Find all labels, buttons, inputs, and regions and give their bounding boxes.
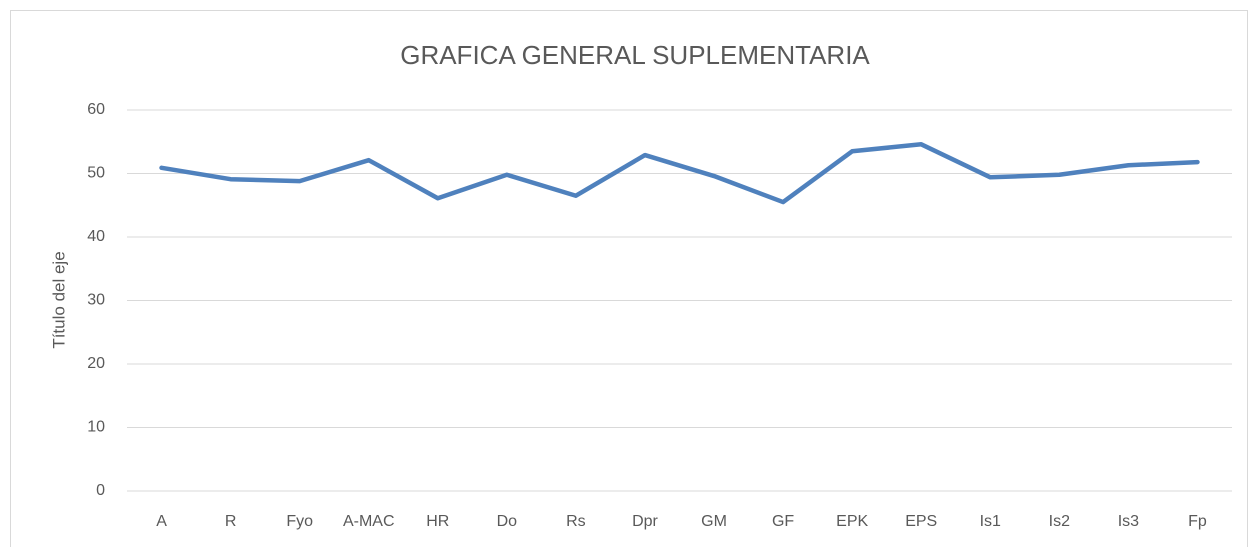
x-tick-label: GF (772, 513, 794, 530)
x-tick-label: Is2 (1049, 513, 1070, 530)
x-tick-label: HR (426, 513, 449, 530)
chart-title: GRAFICA GENERAL SUPLEMENTARIA (400, 40, 870, 70)
y-tick-label: 30 (87, 292, 105, 309)
x-tick-label: Is1 (980, 513, 1001, 530)
y-axis-label: Título del eje (49, 251, 68, 348)
y-tick-label: 10 (87, 419, 105, 436)
x-tick-label: EPK (836, 513, 868, 530)
y-tick-label: 40 (87, 228, 105, 245)
x-tick-label: Dpr (632, 513, 658, 530)
x-tick-label: A (156, 513, 167, 530)
y-tick-label: 60 (87, 101, 105, 118)
y-tick-label: 0 (96, 482, 105, 499)
x-tick-label: Is3 (1118, 513, 1139, 530)
y-tick-label: 50 (87, 165, 105, 182)
x-tick-label: Fp (1188, 513, 1207, 530)
x-tick-label: R (225, 513, 237, 530)
data-line (159, 142, 1200, 205)
chart-frame (10, 10, 1248, 547)
x-tick-label: Do (497, 513, 518, 530)
x-tick-label: A-MAC (343, 513, 395, 530)
y-tick-label: 20 (87, 355, 105, 372)
x-tick-label: GM (701, 513, 727, 530)
x-tick-label: Fyo (286, 513, 313, 530)
x-tick-label: EPS (905, 513, 937, 530)
x-tick-label: Rs (566, 513, 586, 530)
